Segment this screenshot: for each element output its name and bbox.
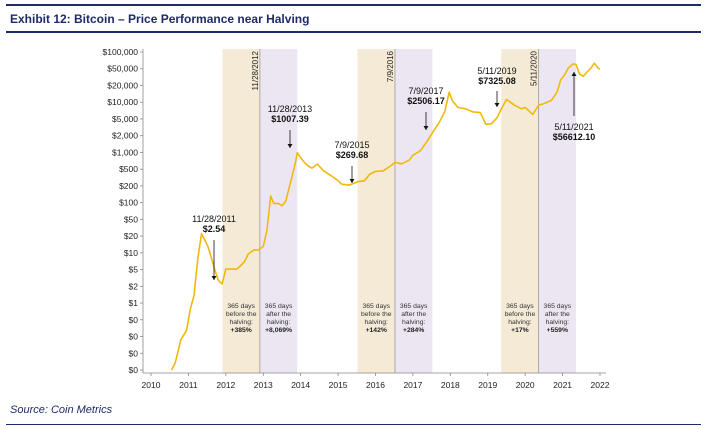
y-tick-label: $2	[129, 281, 139, 291]
y-tick-label: $200	[119, 181, 138, 191]
halving-date-label: 11/28/2012	[251, 50, 260, 90]
window-label-line2: before the	[361, 311, 392, 318]
window-label-line2: after the	[545, 311, 570, 318]
annotation-date: 11/28/2013	[268, 104, 312, 114]
halving-date-label: 5/11/2020	[530, 50, 539, 86]
price-series	[170, 62, 601, 371]
x-tick-label: 2013	[254, 380, 273, 390]
annotation-arrowhead	[287, 144, 293, 148]
x-tick-label: 2010	[142, 380, 161, 390]
price-line	[170, 62, 601, 371]
bottom-rule	[6, 424, 701, 425]
window-label-line3: halving:	[546, 319, 570, 326]
window-label-pct: +559%	[547, 327, 568, 334]
window-label-line3: halving:	[229, 319, 253, 326]
annotation-price: $269.68	[336, 150, 369, 160]
y-tick-label: $5	[129, 265, 139, 275]
halving-date-label: 7/9/2016	[386, 50, 395, 82]
window-label-line3: halving:	[267, 319, 291, 326]
y-axis: $100,000 $50,000 $20,000 $10,000 $5,000 $2,00…	[103, 47, 144, 375]
halving-lines: 11/28/2012 7/9/2016 5/11/2020	[251, 49, 540, 373]
y-tick-label: $1,000	[112, 147, 138, 157]
exhibit-title: Exhibit 12: Bitcoin – Price Performance …	[10, 12, 310, 26]
annotation-date: 7/9/2015	[334, 140, 369, 150]
y-tick-label: $50	[124, 214, 138, 224]
x-tick-label: 2014	[291, 380, 310, 390]
y-tick-label: $2,000	[112, 131, 138, 141]
window-label-line2: before the	[226, 311, 257, 318]
window-label-line3: halving:	[365, 319, 389, 326]
x-tick-label: 2012	[216, 380, 235, 390]
price-annotations: 11/28/2011$2.54 11/28/2013$1007.39 7/9/201…	[192, 66, 595, 280]
window-shade-after	[259, 49, 298, 373]
y-tick-label: $10,000	[107, 97, 138, 107]
annotation-date: 11/28/2011	[192, 214, 236, 224]
annotation-arrowhead	[571, 72, 577, 76]
annotation-arrowhead	[494, 103, 500, 107]
window-label-line1: 365 days	[400, 303, 428, 310]
annotation-arrowhead	[211, 276, 217, 280]
window-label-line2: after the	[401, 311, 426, 318]
x-tick-label: 2022	[591, 380, 610, 390]
window-shade-before	[222, 49, 260, 373]
y-tick-label: $100	[119, 198, 138, 208]
annotation-arrowhead	[423, 126, 429, 130]
x-tick-label: 2020	[516, 380, 535, 390]
y-tick-label: $0	[129, 315, 139, 325]
window-label-line2: after the	[266, 311, 291, 318]
y-tick-label: $0	[129, 348, 139, 358]
top-rule	[6, 4, 701, 6]
window-shade-before	[501, 49, 539, 373]
title-rule	[6, 31, 701, 33]
y-tick-label: $5,000	[112, 114, 138, 124]
window-label-pct: +8,069%	[265, 327, 292, 334]
annotation-price: $2.54	[203, 224, 226, 234]
window-shade-before	[357, 49, 395, 373]
x-tick-label: 2011	[179, 380, 198, 390]
window-label-line2: before the	[505, 311, 536, 318]
source-note: Source: Coin Metrics	[10, 404, 113, 416]
y-tick-label: $50,000	[107, 64, 138, 74]
x-tick-label: 2017	[403, 380, 422, 390]
annotation-date: 7/9/2017	[408, 86, 443, 96]
x-tick-label: 2019	[478, 380, 497, 390]
window-label-pct: +17%	[511, 327, 529, 334]
x-tick-label: 2018	[441, 380, 460, 390]
annotation-price: $1007.39	[271, 114, 309, 124]
y-tick-label: $100,000	[103, 47, 139, 57]
y-tick-label: $0	[129, 365, 139, 375]
price-chart: $100,000 $50,000 $20,000 $10,000 $5,000 $2,00…	[103, 47, 610, 390]
window-label-line3: halving:	[402, 319, 426, 326]
window-label-line1: 365 days	[227, 303, 255, 310]
window-shade-after	[394, 49, 433, 373]
y-tick-label: $10	[124, 248, 138, 258]
window-label-pct: +385%	[230, 327, 251, 334]
annotation-price: $56612.10	[553, 132, 596, 142]
annotation-price: $2506.17	[407, 96, 445, 106]
x-tick-label: 2021	[553, 380, 572, 390]
y-tick-label: $20,000	[107, 80, 138, 90]
x-tick-label: 2016	[366, 380, 385, 390]
y-tick-label: $0	[129, 332, 139, 342]
y-tick-label: $20	[124, 231, 138, 241]
window-label-line1: 365 days	[544, 303, 572, 310]
window-label-line1: 365 days	[506, 303, 534, 310]
window-label-line1: 365 days	[265, 303, 293, 310]
x-axis: 2010 2011 2012 2013 2014 2015 2016 2017 2018 2019…	[142, 372, 610, 390]
annotation-price: $7325.08	[478, 76, 516, 86]
annotation-date: 5/11/2021	[554, 122, 593, 132]
y-tick-label: $1	[129, 298, 139, 308]
window-label-pct: +284%	[403, 327, 424, 334]
window-label-pct: +142%	[366, 327, 387, 334]
window-label-line3: halving:	[508, 319, 532, 326]
annotation-date: 5/11/2019	[477, 66, 516, 76]
annotation-arrowhead	[349, 179, 355, 183]
window-label-line1: 365 days	[362, 303, 390, 310]
x-tick-label: 2015	[329, 380, 348, 390]
y-tick-label: $500	[119, 164, 138, 174]
